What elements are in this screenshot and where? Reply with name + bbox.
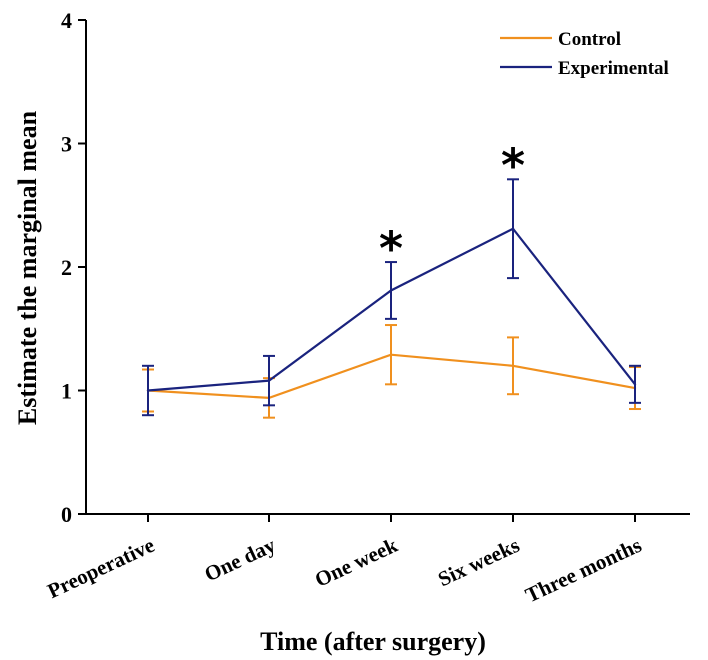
x-tick-label: Six weeks (434, 533, 523, 591)
data-point (146, 389, 150, 392)
y-tick-label: 3 (61, 132, 72, 157)
data-point (511, 227, 515, 230)
legend-label-control: Control (558, 29, 621, 50)
data-point (389, 353, 393, 356)
data-point (511, 364, 515, 367)
y-tick-label: 2 (61, 255, 72, 280)
data-point (389, 289, 393, 292)
significance-asterisk: * (379, 221, 403, 275)
y-axis-title: Estimate the marginal mean (13, 110, 42, 425)
annotations: ** (379, 139, 525, 276)
x-tick-label: One day (201, 533, 280, 587)
x-tick-label: Three months (522, 533, 645, 608)
series-layer (142, 178, 641, 419)
series-control (142, 324, 641, 419)
x-ticks: Preoperative One day One week Six weeksThre… (44, 514, 645, 607)
y-tick-label: 4 (61, 8, 72, 33)
y-ticks: 0 1 2 3 4 (61, 8, 86, 527)
y-tick-label: 1 (61, 379, 72, 404)
significance-asterisk: * (501, 139, 525, 193)
data-point (633, 383, 637, 386)
y-tick-label: 0 (61, 502, 72, 527)
x-tick-label: Preoperative (44, 533, 158, 603)
data-point (267, 379, 271, 382)
legend-label-experimental: Experimental (558, 58, 669, 79)
series-experimental (142, 178, 641, 417)
x-axis-title: Time (after surgery) (260, 627, 486, 656)
legend: Control Experimental (500, 29, 669, 79)
x-tick-label: One week (311, 533, 401, 592)
